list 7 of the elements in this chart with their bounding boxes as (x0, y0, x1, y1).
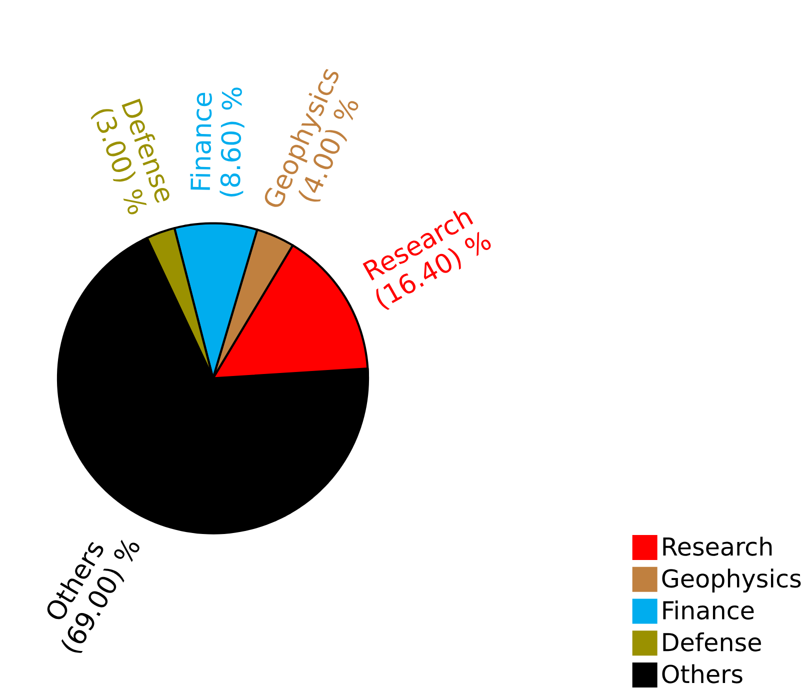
slice-label: Finance (190, 92, 212, 190)
legend-label: Others (662, 664, 742, 684)
legend-label: Defense (663, 632, 761, 652)
legend-label: Finance (663, 600, 754, 620)
legend-label: Research (663, 536, 772, 556)
legend-label: Geophysics (662, 568, 801, 592)
data-label: (8.60) % (220, 88, 244, 196)
